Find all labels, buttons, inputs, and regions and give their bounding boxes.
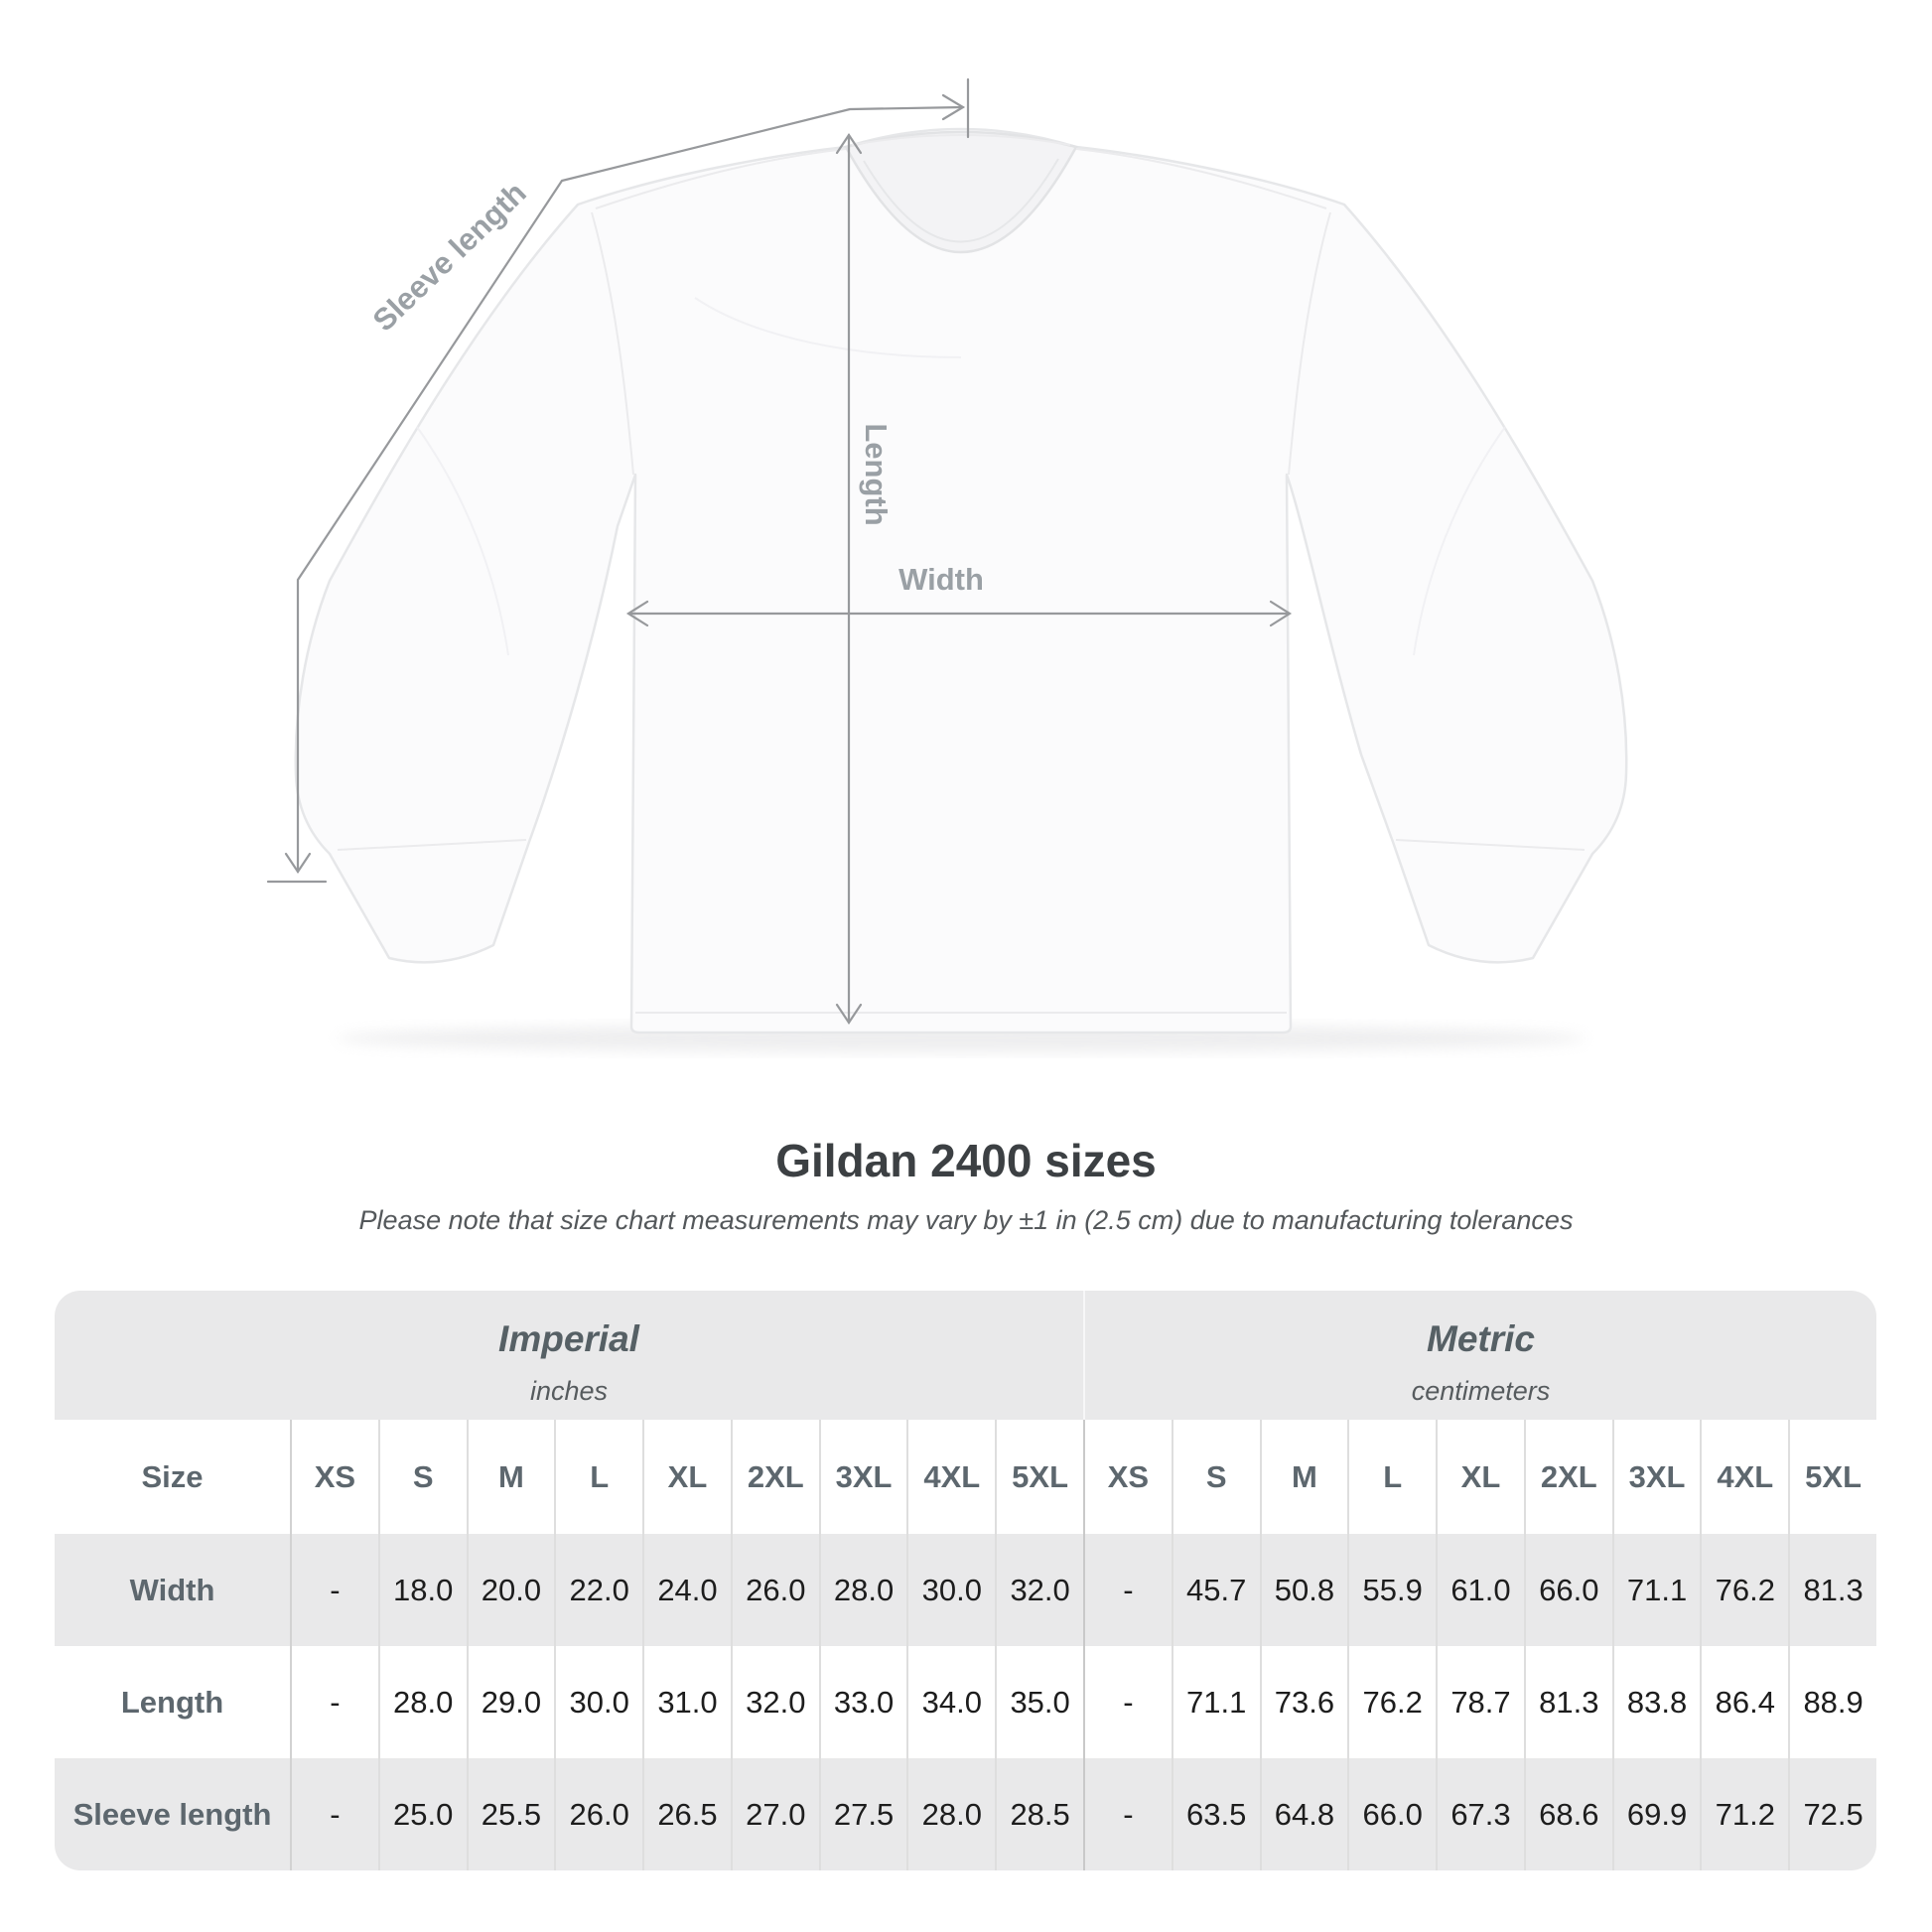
size-header-imperial: XS [290, 1420, 378, 1534]
value-cell-imperial: 33.0 [818, 1646, 907, 1758]
value-cell-metric: 71.1 [1611, 1534, 1701, 1646]
value-cell-imperial: 28.5 [995, 1758, 1083, 1870]
metric-unit: centimeters [1411, 1376, 1551, 1406]
size-header-metric: 5XL [1788, 1420, 1876, 1534]
value-cell-imperial: 25.5 [466, 1758, 555, 1870]
long-sleeve-shirt-illustration [294, 127, 1628, 1035]
value-cell-metric: 73.6 [1259, 1646, 1348, 1758]
value-cell-imperial: 25.0 [377, 1758, 467, 1870]
measurement-lines [266, 77, 1293, 1025]
value-cell-metric: - [1083, 1758, 1172, 1870]
value-cell-metric: - [1083, 1646, 1172, 1758]
value-cell-imperial: 30.0 [554, 1646, 643, 1758]
row-label: Sleeve length [55, 1758, 290, 1870]
value-cell-imperial: 20.0 [466, 1534, 555, 1646]
value-cell-metric: 76.2 [1347, 1646, 1437, 1758]
value-cell-imperial: - [290, 1534, 378, 1646]
page-title: Gildan 2400 sizes [775, 1135, 1157, 1186]
value-cell-metric: 55.9 [1347, 1534, 1437, 1646]
value-cell-imperial: 28.0 [818, 1534, 907, 1646]
size-header-imperial: 4XL [906, 1420, 996, 1534]
value-cell-imperial: 32.0 [730, 1646, 819, 1758]
shirt-measurement-diagram: Sleeve length Length Width [266, 77, 1628, 1052]
size-header-metric: S [1171, 1420, 1260, 1534]
value-cell-metric: 86.4 [1700, 1646, 1789, 1758]
value-cell-metric: 61.0 [1436, 1534, 1524, 1646]
value-cell-metric: 81.3 [1788, 1534, 1876, 1646]
value-cell-imperial: 18.0 [377, 1534, 467, 1646]
value-cell-imperial: 29.0 [466, 1646, 555, 1758]
size-header-imperial: XL [642, 1420, 731, 1534]
collar [844, 130, 1078, 254]
size-header-metric: 3XL [1611, 1420, 1701, 1534]
value-cell-imperial: 28.0 [377, 1646, 467, 1758]
shirt-diagram-svg: Sleeve length Length Width [266, 77, 1628, 1052]
value-cell-metric: 50.8 [1259, 1534, 1348, 1646]
value-cell-imperial: 31.0 [642, 1646, 731, 1758]
size-header-imperial: S [377, 1420, 467, 1534]
value-cell-imperial: - [290, 1646, 378, 1758]
row-label: Length [55, 1646, 290, 1758]
length-label: Length [859, 423, 894, 525]
value-cell-metric: 71.2 [1700, 1758, 1789, 1870]
size-chart-table: Imperial inches Metric centimeters Size X… [55, 1291, 1876, 1870]
imperial-unit: inches [529, 1376, 609, 1406]
value-cell-metric: 67.3 [1436, 1758, 1524, 1870]
value-cell-imperial: 24.0 [642, 1534, 731, 1646]
size-header-imperial: 3XL [818, 1420, 907, 1534]
value-cell-imperial: 28.0 [906, 1758, 996, 1870]
value-cell-imperial: 27.0 [730, 1758, 819, 1870]
value-cell-metric: 45.7 [1171, 1534, 1260, 1646]
value-cell-imperial: 26.5 [642, 1758, 731, 1870]
size-header-metric: 2XL [1523, 1420, 1612, 1534]
size-header-metric: 4XL [1700, 1420, 1789, 1534]
value-cell-imperial: 34.0 [906, 1646, 996, 1758]
value-cell-metric: 88.9 [1788, 1646, 1876, 1758]
size-header-metric: XS [1083, 1420, 1172, 1534]
unit-group-imperial: Imperial inches [55, 1291, 1083, 1420]
value-cell-metric: 81.3 [1523, 1646, 1612, 1758]
sleeve-length-measure-line [266, 77, 970, 884]
size-header-metric: XL [1436, 1420, 1524, 1534]
value-cell-imperial: 32.0 [995, 1534, 1083, 1646]
value-cell-metric: 64.8 [1259, 1758, 1348, 1870]
value-cell-imperial: 35.0 [995, 1646, 1083, 1758]
width-measure-line [625, 600, 1293, 627]
unit-group-metric: Metric centimeters [1083, 1291, 1876, 1420]
value-cell-metric: 71.1 [1171, 1646, 1260, 1758]
tolerance-note: Please note that size chart measurements… [358, 1205, 1574, 1235]
value-cell-imperial: 30.0 [906, 1534, 996, 1646]
value-cell-imperial: 22.0 [554, 1534, 643, 1646]
size-column-header: Size [55, 1420, 290, 1534]
width-label: Width [898, 562, 984, 597]
value-cell-metric: 66.0 [1347, 1758, 1437, 1870]
imperial-header: Imperial [498, 1318, 639, 1359]
value-cell-metric: - [1083, 1534, 1172, 1646]
row-label: Width [55, 1534, 290, 1646]
value-cell-metric: 69.9 [1611, 1758, 1701, 1870]
value-cell-metric: 68.6 [1523, 1758, 1612, 1870]
value-cell-metric: 78.7 [1436, 1646, 1524, 1758]
size-header-imperial: 5XL [995, 1420, 1083, 1534]
metric-header: Metric [1427, 1318, 1535, 1359]
value-cell-metric: 63.5 [1171, 1758, 1260, 1870]
value-cell-imperial: 26.0 [730, 1534, 819, 1646]
size-header-metric: M [1259, 1420, 1348, 1534]
length-measure-line [835, 133, 863, 1025]
value-cell-imperial: 26.0 [554, 1758, 643, 1870]
size-header-metric: L [1347, 1420, 1437, 1534]
value-cell-imperial: - [290, 1758, 378, 1870]
size-table-grid: Imperial inches Metric centimeters Size X… [55, 1291, 1876, 1870]
size-header-imperial: L [554, 1420, 643, 1534]
value-cell-imperial: 27.5 [818, 1758, 907, 1870]
size-header-imperial: 2XL [730, 1420, 819, 1534]
value-cell-metric: 76.2 [1700, 1534, 1789, 1646]
value-cell-metric: 72.5 [1788, 1758, 1876, 1870]
value-cell-metric: 66.0 [1523, 1534, 1612, 1646]
size-header-imperial: M [466, 1420, 555, 1534]
value-cell-metric: 83.8 [1611, 1646, 1701, 1758]
